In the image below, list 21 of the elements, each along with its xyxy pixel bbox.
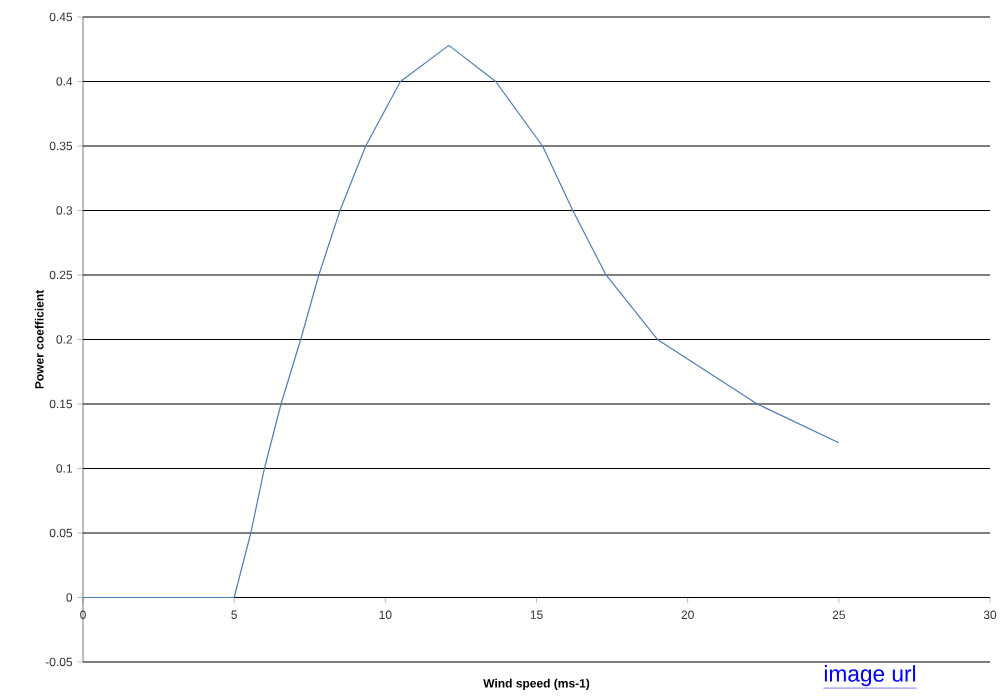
x-tick-label: 20 <box>681 610 694 620</box>
y-tick-label: 0.15 <box>49 399 73 409</box>
y-tick-label: 0.4 <box>56 77 73 86</box>
y-tick-label: 0.2 <box>56 335 72 344</box>
x-axis-title: Wind speed (ms-1) <box>483 678 590 690</box>
y-tick-label: 0.05 <box>49 528 73 538</box>
x-tick-label: 0 <box>80 610 86 620</box>
y-axis-title: Power coefficient <box>34 289 44 389</box>
y-tick-label: 0.1 <box>56 464 73 473</box>
y-tick-label: 0.3 <box>56 206 73 215</box>
x-tick-label: 15 <box>530 610 543 619</box>
x-tick-label: 25 <box>832 610 845 620</box>
y-tick-label: 0.45 <box>49 12 73 22</box>
y-tick-label: 0.25 <box>49 270 73 280</box>
x-tick-label: 5 <box>231 610 238 619</box>
y-tick-label: 0 <box>66 593 73 602</box>
y-tick-label: 0.35 <box>49 141 73 151</box>
y-tick-label: -0.05 <box>45 657 73 667</box>
text: image url <box>824 665 916 687</box>
x-tick-label: 10 <box>379 610 392 620</box>
x-tick-label: 30 <box>983 610 997 620</box>
